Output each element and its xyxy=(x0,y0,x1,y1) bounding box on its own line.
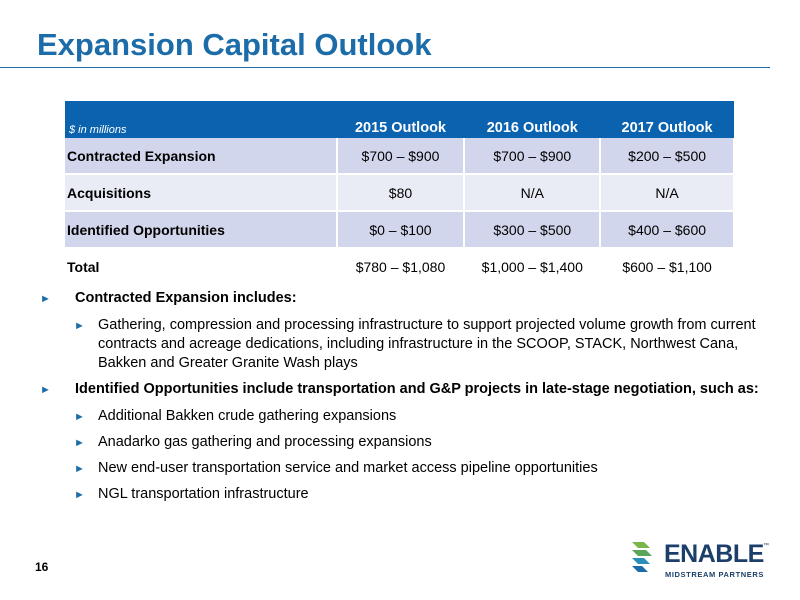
bullet-level-2: ► New end-user transportation service an… xyxy=(40,459,760,478)
table-cell: $300 – $500 xyxy=(464,211,602,249)
logo-stripes-icon xyxy=(632,542,652,572)
column-header: 2017 Outlook xyxy=(600,101,734,138)
page-number: 16 xyxy=(35,560,49,574)
page-title: Expansion Capital Outlook xyxy=(37,27,432,62)
bullet-text: Gathering, compression and processing in… xyxy=(98,317,756,371)
arrow-bullet-icon: ► xyxy=(74,463,85,475)
arrow-bullet-icon: ► xyxy=(74,489,85,501)
arrow-bullet-icon: ► xyxy=(40,293,51,305)
title-divider xyxy=(0,67,770,68)
row-label: Identified Opportunities xyxy=(65,211,338,249)
table-cell: $400 – $600 xyxy=(600,211,735,249)
table-cell: $1,000 – $1,400 xyxy=(464,248,602,286)
bullet-level-2: ► NGL transportation infrastructure xyxy=(40,485,760,504)
table-cell: $0 – $100 xyxy=(336,211,466,249)
bullet-level-2: ► Anadarko gas gathering and processing … xyxy=(40,433,760,452)
table-cell: $600 – $1,100 xyxy=(600,248,735,286)
unit-note: $ in millions xyxy=(65,101,337,138)
table-header-row: $ in millions 2015 Outlook 2016 Outlook … xyxy=(65,101,734,138)
table-row: Identified Opportunities $0 – $100 $300 … xyxy=(65,211,735,249)
bullet-level-2: ► Additional Bakken crude gathering expa… xyxy=(40,407,760,426)
column-header: 2015 Outlook xyxy=(336,101,465,138)
row-label: Contracted Expansion xyxy=(65,138,338,175)
arrow-bullet-icon: ► xyxy=(74,437,85,449)
arrow-bullet-icon: ► xyxy=(74,411,85,423)
bullet-text: New end-user transportation service and … xyxy=(98,460,598,476)
bullet-text: Additional Bakken crude gathering expans… xyxy=(98,408,397,424)
arrow-bullet-icon: ► xyxy=(74,320,85,332)
bullet-level-1: ► Contracted Expansion includes: xyxy=(40,289,760,308)
table-cell: N/A xyxy=(464,174,602,212)
table-row: Acquisitions $80 N/A N/A xyxy=(65,174,735,212)
table-cell: $700 – $900 xyxy=(336,138,466,175)
table-row: Contracted Expansion $700 – $900 $700 – … xyxy=(65,138,735,175)
bullet-text: Identified Opportunities include transpo… xyxy=(75,381,759,397)
bullet-text: Contracted Expansion includes: xyxy=(75,290,297,306)
capital-outlook-table: $ in millions 2015 Outlook 2016 Outlook … xyxy=(65,101,735,286)
bullet-level-1: ► Identified Opportunities include trans… xyxy=(40,380,760,399)
arrow-bullet-icon: ► xyxy=(40,384,51,396)
bullet-level-2: ► Gathering, compression and processing … xyxy=(40,316,760,373)
row-label: Total xyxy=(65,248,338,286)
table-cell: N/A xyxy=(600,174,735,212)
column-header: 2016 Outlook xyxy=(464,101,601,138)
company-logo: ENABLE ™ MIDSTREAM PARTNERS xyxy=(630,540,775,585)
row-label: Acquisitions xyxy=(65,174,338,212)
table-row-total: Total $780 – $1,080 $1,000 – $1,400 $600… xyxy=(65,248,735,286)
table-cell: $700 – $900 xyxy=(464,138,602,175)
bullet-text: NGL transportation infrastructure xyxy=(98,486,309,502)
bullet-text: Anadarko gas gathering and processing ex… xyxy=(98,434,432,450)
table-cell: $200 – $500 xyxy=(600,138,735,175)
logo-trademark: ™ xyxy=(763,543,769,549)
table-cell: $80 xyxy=(336,174,466,212)
logo-tagline: MIDSTREAM PARTNERS xyxy=(665,570,764,579)
table-cell: $780 – $1,080 xyxy=(336,248,466,286)
logo-wordmark: ENABLE xyxy=(664,540,764,568)
bullet-list: ► Contracted Expansion includes: ► Gathe… xyxy=(40,289,760,511)
